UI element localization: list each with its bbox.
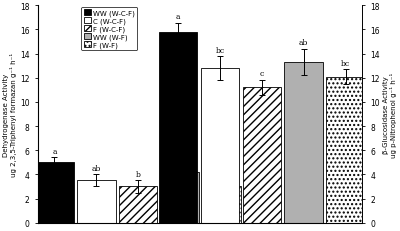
Bar bbox=[326, 77, 365, 223]
Bar bbox=[77, 181, 116, 223]
Bar bbox=[119, 187, 157, 223]
Bar bbox=[159, 33, 198, 223]
Text: a: a bbox=[52, 148, 57, 156]
Text: ab: ab bbox=[92, 164, 101, 173]
Text: bc: bc bbox=[341, 60, 350, 68]
Bar bbox=[35, 163, 74, 223]
Bar bbox=[202, 187, 241, 223]
Bar bbox=[284, 63, 323, 223]
Text: b: b bbox=[219, 172, 224, 180]
Text: a: a bbox=[176, 13, 180, 21]
Bar bbox=[161, 172, 199, 223]
Legend: WW (W-C-F), C (W-C-F), F (W-C-F), WW (W-F), F (W-F): WW (W-C-F), C (W-C-F), F (W-C-F), WW (W-… bbox=[81, 8, 138, 51]
Bar bbox=[243, 88, 281, 223]
Text: ab: ab bbox=[299, 39, 308, 47]
Text: b: b bbox=[136, 170, 140, 178]
Text: c: c bbox=[260, 70, 264, 78]
Y-axis label: β-Glucosidase Activity
ug p-Nitrophenol g⁻¹ h⁻¹: β-Glucosidase Activity ug p-Nitrophenol … bbox=[383, 72, 397, 157]
Text: a: a bbox=[178, 157, 182, 165]
Text: bc: bc bbox=[216, 46, 225, 54]
Y-axis label: Dehydrogenase Activity
ug 2,3,5-Triphenyl formazan g⁻¹ h⁻¹: Dehydrogenase Activity ug 2,3,5-Tripheny… bbox=[3, 53, 17, 176]
Bar bbox=[201, 69, 239, 223]
